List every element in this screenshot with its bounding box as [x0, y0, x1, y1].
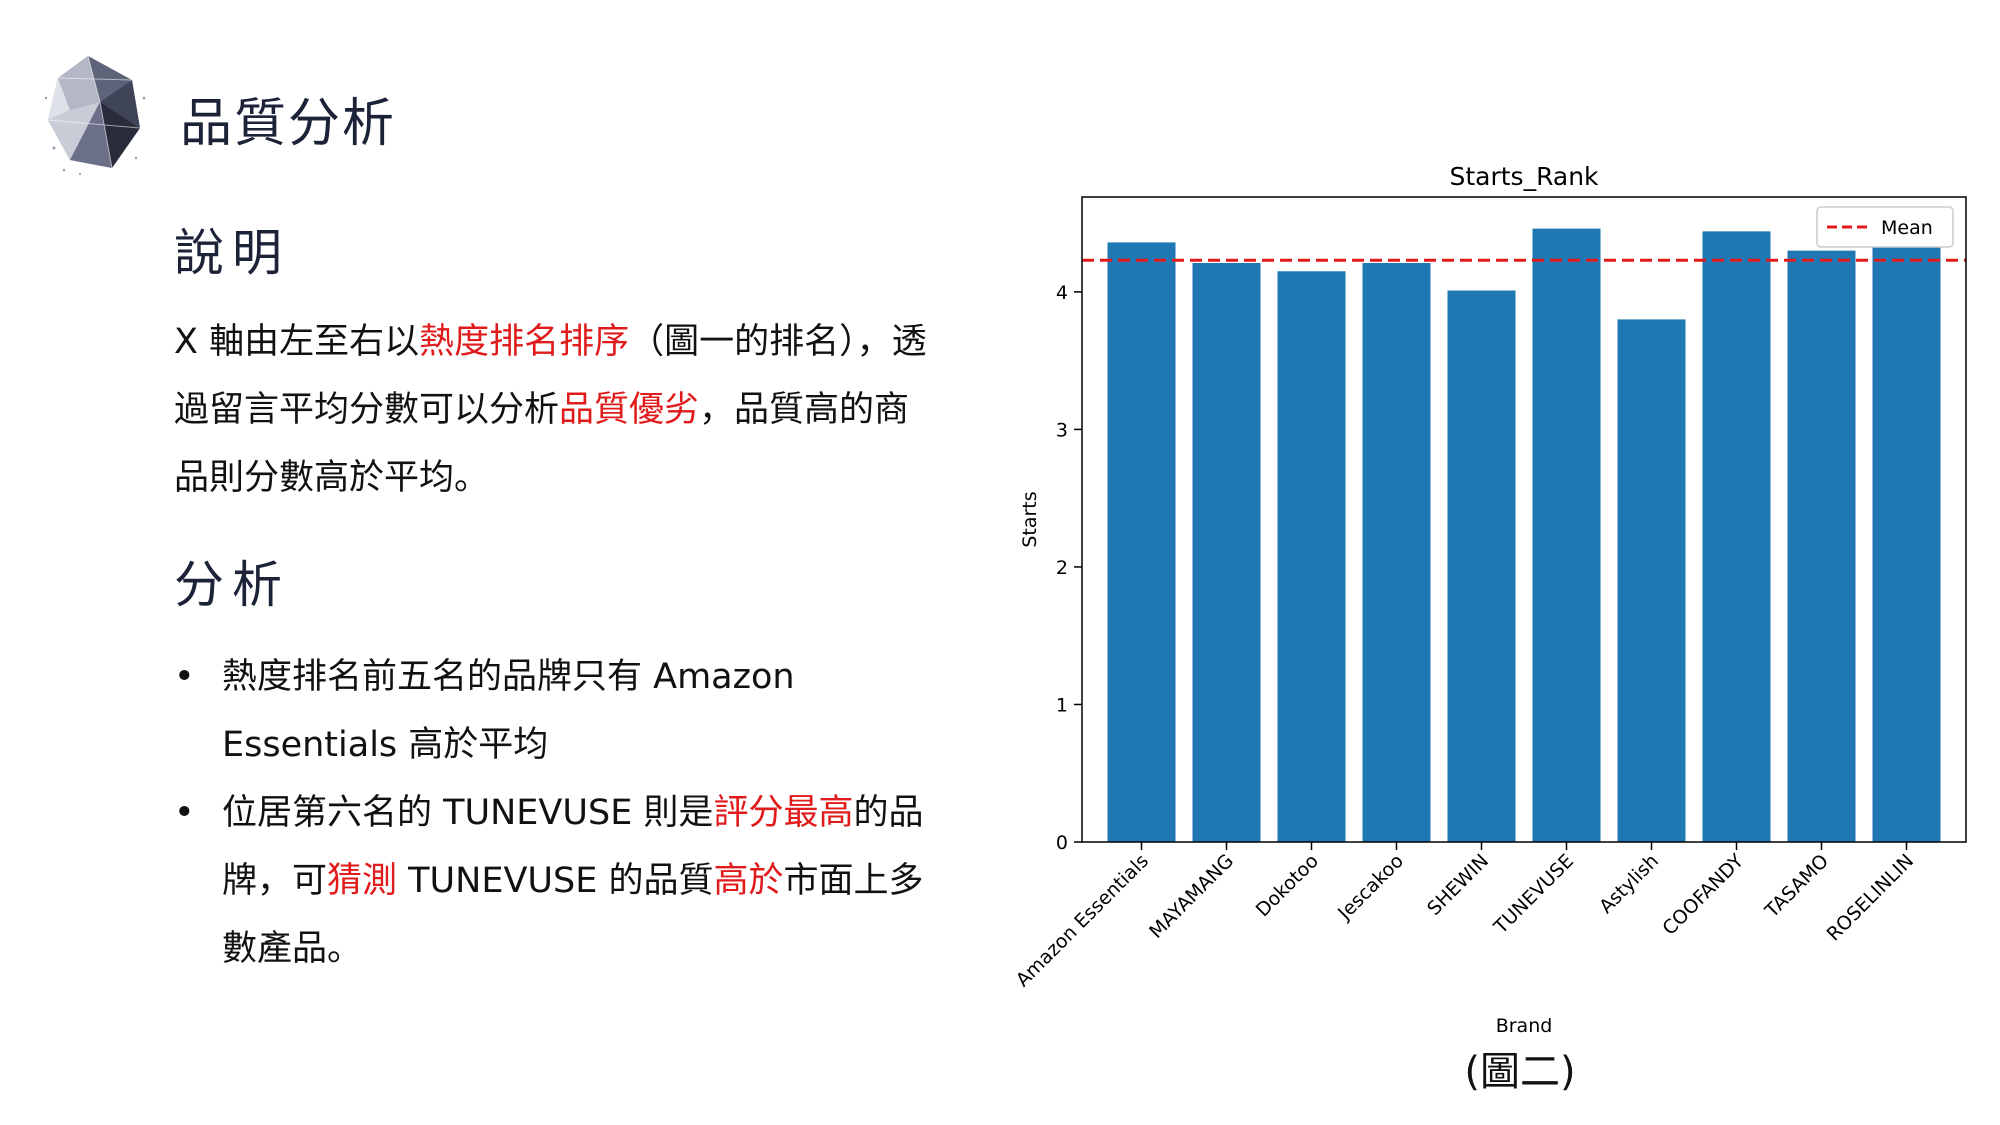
bullet-item: • 熱度排名前五名的品牌只有 Amazon Essentials 高於平均 — [174, 643, 954, 779]
bullet-text: 熱度排名前五名的品牌只有 Amazon Essentials 高於平均 — [222, 657, 795, 765]
y-axis-label: Starts — [1019, 491, 1041, 547]
x-tick-label: SHEWIN — [1423, 850, 1493, 920]
x-tick-label: Jescakoo — [1333, 850, 1408, 925]
x-tick-label: Astylish — [1595, 850, 1663, 918]
y-tick-label: 0 — [1056, 832, 1068, 854]
x-tick-label: TUNEVUSE — [1489, 850, 1578, 939]
chart-bar — [1787, 250, 1856, 843]
chart-title: Starts_Rank — [1449, 162, 1599, 191]
chart-bar — [1702, 231, 1771, 843]
description-part: ，品質高的商品則分數高於平均。 — [174, 390, 910, 498]
y-tick-label: 3 — [1056, 419, 1068, 441]
description-highlight: 品質優劣 — [559, 390, 700, 430]
plot-frame — [1081, 196, 1967, 843]
chart-bar — [1532, 228, 1601, 843]
bullet-text-part: 市面上多數產品。 — [222, 861, 924, 969]
y-tick-label: 2 — [1056, 557, 1068, 579]
chart-bar — [1362, 263, 1431, 842]
legend-box — [1816, 206, 1954, 248]
bullet-text-part: 位居第六名的 TUNEVUSE 則是 — [222, 793, 714, 833]
bullet-highlight: 高於 — [713, 861, 784, 901]
x-axis-label: Brand — [1496, 1015, 1553, 1037]
chart-bar — [1872, 238, 1941, 842]
description-text: X 軸由左至右以熱度排名排序（圖一的排名），透過留言平均分數可以分析品質優劣，品… — [174, 308, 944, 512]
y-tick-label: 1 — [1056, 694, 1068, 716]
description-part: X 軸由左至右以 — [174, 322, 420, 362]
chart-bar — [1277, 271, 1346, 842]
x-tick-label: Dokotoo — [1252, 850, 1323, 921]
y-tick-label: 4 — [1056, 282, 1068, 304]
x-tick-label: MAYAMANG — [1145, 850, 1238, 943]
bullet-highlight: 猜測 — [327, 861, 398, 901]
chart-bar — [1192, 263, 1261, 842]
x-tick-label: ROSELINLIN — [1823, 850, 1918, 945]
bullet-marker: • — [174, 793, 195, 833]
bullet-marker: • — [174, 657, 195, 697]
chart-bar — [1107, 242, 1176, 842]
chart-bar — [1617, 319, 1686, 843]
chart-bar — [1447, 290, 1516, 842]
description-highlight: 熱度排名排序 — [419, 322, 630, 362]
logo — [44, 55, 146, 176]
figure-caption: (圖二) — [1464, 1049, 1576, 1095]
bullet-highlight: 評分最高 — [713, 793, 854, 833]
analysis-bullet-list: • 熱度排名前五名的品牌只有 Amazon Essentials 高於平均 • 位居… — [174, 643, 954, 983]
bullet-text-part: TUNEVUSE 的品質 — [397, 861, 714, 901]
bullet-text-part: 的品牌，可 — [222, 793, 924, 901]
x-tick-label: TASAMO — [1760, 850, 1833, 923]
description-part: （圖一的排名），透過留言平均分數可以分析 — [174, 322, 927, 430]
section-heading-description: 說明 — [174, 224, 290, 282]
x-tick-label: Amazon Essentials — [1012, 850, 1153, 991]
section-heading-analysis: 分析 — [174, 556, 290, 614]
x-tick-label: COOFANDY — [1658, 850, 1748, 940]
bullet-item: • 位居第六名的 TUNEVUSE 則是評分最高的品牌，可猜測 TUNEVUSE … — [174, 779, 954, 983]
legend-mean-label: Mean — [1881, 217, 1933, 239]
page-title: 品質分析 — [180, 94, 397, 154]
